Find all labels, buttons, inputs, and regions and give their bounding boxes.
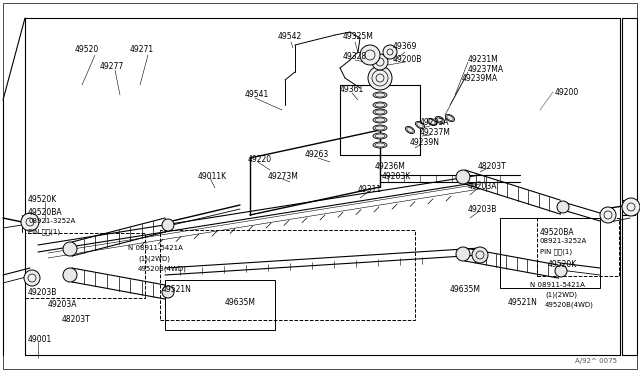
Text: 49203A: 49203A xyxy=(468,182,497,191)
Circle shape xyxy=(456,170,470,184)
Text: 49369: 49369 xyxy=(393,42,417,51)
Text: 49239MA: 49239MA xyxy=(462,74,498,83)
Text: (1)(2WD): (1)(2WD) xyxy=(545,292,577,298)
Text: 49635M: 49635M xyxy=(450,285,481,294)
Ellipse shape xyxy=(373,142,387,148)
Bar xyxy=(537,218,619,276)
Circle shape xyxy=(555,265,567,277)
Circle shape xyxy=(360,45,380,65)
Ellipse shape xyxy=(373,109,387,115)
Text: N 08911-5421A: N 08911-5421A xyxy=(128,245,183,251)
Text: 49237MA: 49237MA xyxy=(468,65,504,74)
Text: 49231M: 49231M xyxy=(468,55,499,64)
Circle shape xyxy=(456,247,470,261)
Bar xyxy=(500,218,600,288)
Circle shape xyxy=(472,247,488,263)
Circle shape xyxy=(63,242,77,256)
Circle shape xyxy=(162,219,174,231)
Circle shape xyxy=(21,213,39,231)
Text: 49328: 49328 xyxy=(343,52,367,61)
Text: 49521N: 49521N xyxy=(508,298,538,307)
Text: 49273M: 49273M xyxy=(268,172,299,181)
Text: 49233A: 49233A xyxy=(420,118,449,127)
Text: 49203A: 49203A xyxy=(48,300,77,309)
Text: 48203T: 48203T xyxy=(478,162,507,171)
Ellipse shape xyxy=(373,133,387,139)
Circle shape xyxy=(162,286,174,298)
Circle shape xyxy=(368,66,392,90)
Text: 49001: 49001 xyxy=(28,335,52,344)
Text: 49311: 49311 xyxy=(358,185,382,194)
Text: 49635M: 49635M xyxy=(225,298,256,307)
Bar xyxy=(622,18,637,355)
Ellipse shape xyxy=(435,116,445,124)
Text: 49542: 49542 xyxy=(278,32,302,41)
Text: 49236M: 49236M xyxy=(375,162,406,171)
Text: 49520K: 49520K xyxy=(28,195,57,204)
Bar xyxy=(25,233,145,298)
Text: 49520: 49520 xyxy=(75,45,99,54)
Ellipse shape xyxy=(373,102,387,108)
Text: N 08911-5421A: N 08911-5421A xyxy=(530,282,585,288)
Text: 49200: 49200 xyxy=(555,88,579,97)
Ellipse shape xyxy=(445,115,454,122)
Text: 49011K: 49011K xyxy=(198,172,227,181)
Circle shape xyxy=(600,207,616,223)
Text: A/92^ 0075: A/92^ 0075 xyxy=(575,358,617,364)
Text: 49277: 49277 xyxy=(100,62,124,71)
Circle shape xyxy=(24,270,40,286)
Text: 49520B(4WD): 49520B(4WD) xyxy=(545,302,594,308)
Text: 49237M: 49237M xyxy=(420,128,451,137)
Text: 49203K: 49203K xyxy=(382,172,412,181)
Ellipse shape xyxy=(428,118,436,126)
Text: 49271: 49271 xyxy=(130,45,154,54)
Text: 49541: 49541 xyxy=(245,90,269,99)
Text: 49325M: 49325M xyxy=(343,32,374,41)
Text: 08921-3252A: 08921-3252A xyxy=(28,218,76,224)
Ellipse shape xyxy=(373,125,387,131)
Text: 49239N: 49239N xyxy=(410,138,440,147)
Text: 49203B: 49203B xyxy=(468,205,497,214)
Text: 49520BA: 49520BA xyxy=(540,228,575,237)
Text: 49200B: 49200B xyxy=(393,55,422,64)
Text: 49203B: 49203B xyxy=(28,288,58,297)
Circle shape xyxy=(63,268,77,282)
Text: 49263: 49263 xyxy=(305,150,329,159)
Text: 48203T: 48203T xyxy=(62,315,91,324)
Text: 49520B(4WD): 49520B(4WD) xyxy=(138,265,187,272)
Ellipse shape xyxy=(415,121,424,129)
Bar xyxy=(165,280,275,330)
Bar xyxy=(160,230,415,320)
Text: PIN ビン(1): PIN ビン(1) xyxy=(540,248,572,254)
Text: 49220: 49220 xyxy=(248,155,272,164)
Ellipse shape xyxy=(405,126,415,134)
Text: 49520BA: 49520BA xyxy=(28,208,63,217)
Text: 49361: 49361 xyxy=(340,85,364,94)
Text: 08921-3252A: 08921-3252A xyxy=(540,238,588,244)
Ellipse shape xyxy=(373,117,387,123)
Text: (1)(2WD): (1)(2WD) xyxy=(138,255,170,262)
Circle shape xyxy=(372,54,388,70)
Text: 49521N: 49521N xyxy=(162,285,192,294)
Circle shape xyxy=(622,198,640,216)
Circle shape xyxy=(383,45,397,59)
Circle shape xyxy=(557,201,569,213)
Text: PIN ビン(1): PIN ビン(1) xyxy=(28,228,60,235)
Text: 49520K: 49520K xyxy=(548,260,577,269)
Ellipse shape xyxy=(373,92,387,98)
